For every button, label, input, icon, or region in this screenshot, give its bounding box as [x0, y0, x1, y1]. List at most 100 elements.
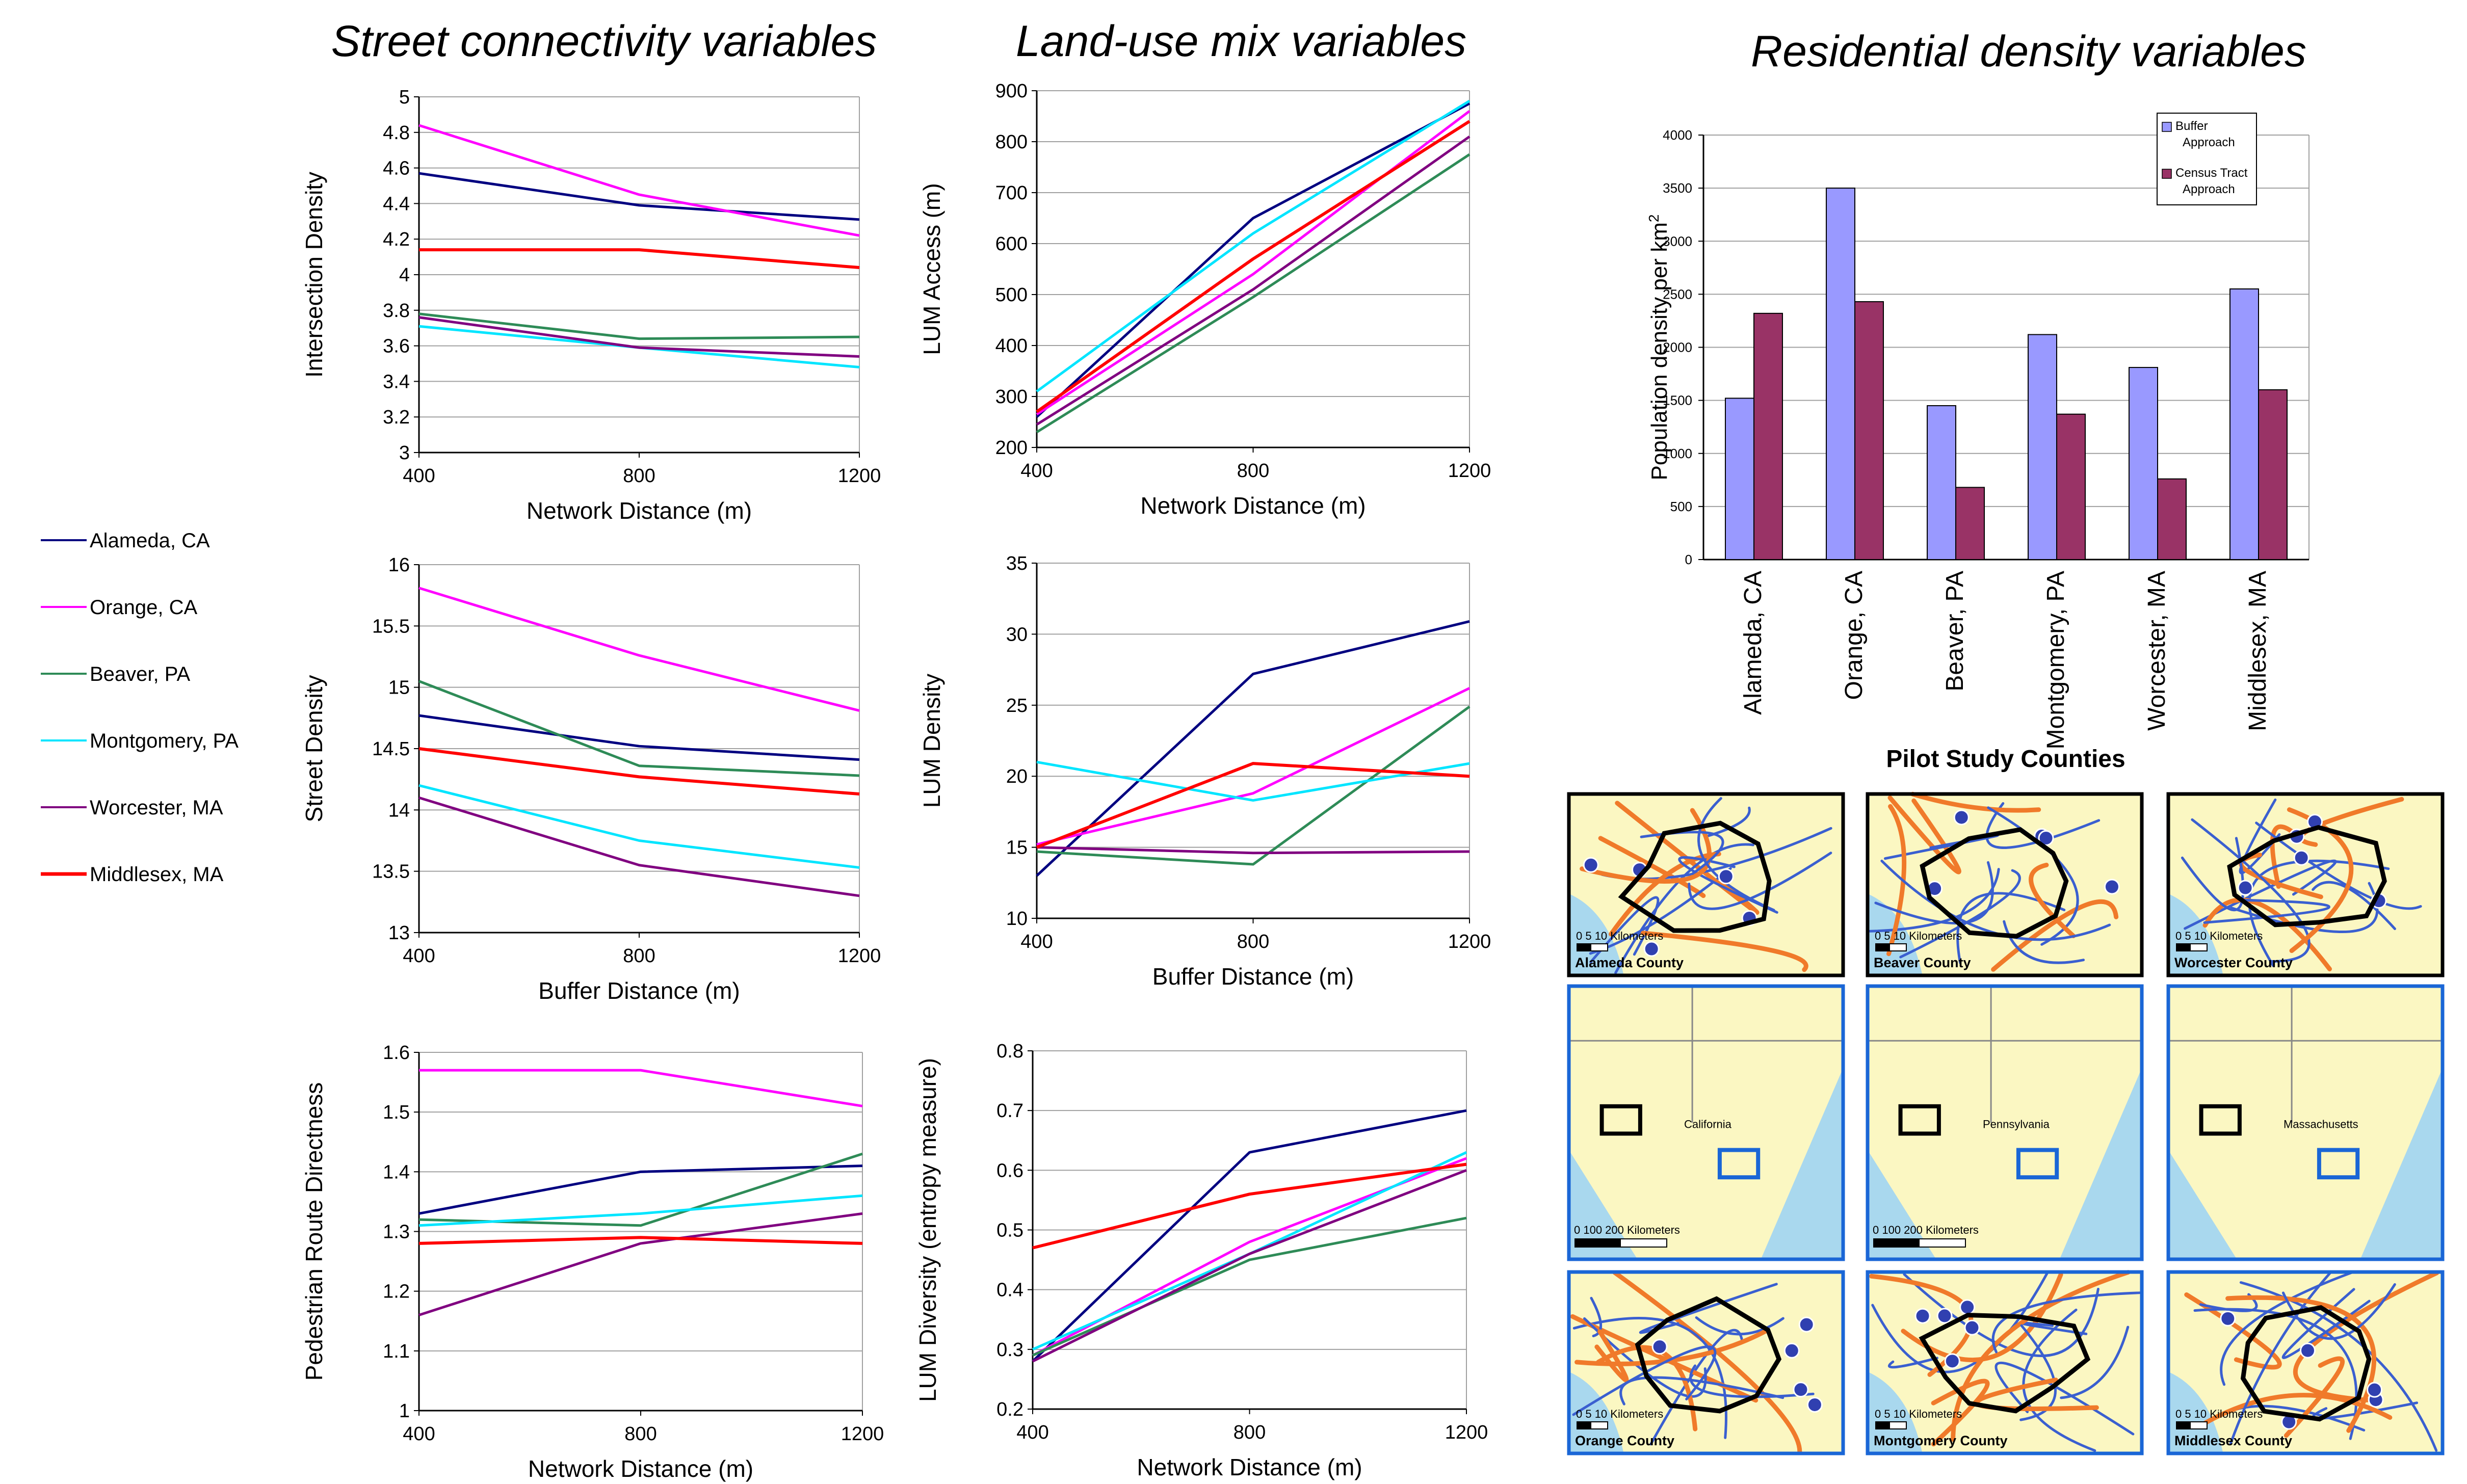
heading-pilot-study-counties: Pilot Study Counties [1886, 746, 2125, 773]
map-highway-shield [2220, 1310, 2236, 1327]
y-tick-label: 4.6 [383, 158, 410, 179]
series-line [419, 248, 860, 270]
y-axis-label-text: Population density per km [1647, 222, 1672, 480]
county-boundary [1618, 820, 1772, 933]
heading-street-connectivity: Street connectivity variables [331, 17, 877, 66]
map-road [2248, 859, 2390, 967]
bar-legend-label: Census Tract [2175, 166, 2248, 180]
x-tick-label: 800 [1237, 460, 1269, 482]
map-water [1569, 893, 1624, 975]
map-highway-shield [2237, 880, 2253, 896]
map-highway-shield [2293, 850, 2309, 866]
map-water [1569, 1150, 1638, 1259]
series-line [1036, 102, 1471, 418]
map-road [1994, 1361, 2135, 1436]
map-state-label: Pennsylvania [1983, 1118, 2050, 1131]
y-tick-label: 3.4 [383, 371, 410, 392]
county-boundary [2240, 1305, 2372, 1422]
bar-legend-box [2157, 113, 2257, 205]
map-road [2022, 1308, 2096, 1452]
map-road [2003, 920, 2085, 964]
x-tick-label: 400 [403, 1423, 435, 1445]
bar-legend-label: Approach [2183, 136, 2235, 149]
map-highway-shield [2300, 1342, 2316, 1359]
map-scale-label: 0 5 10 Kilometers [1576, 1408, 1663, 1420]
y-tick-label: 1 [399, 1400, 410, 1422]
bar [1927, 405, 1956, 560]
x-axis-label: Network Distance (m) [1140, 492, 1366, 519]
map-frame [2166, 984, 2445, 1261]
series-line [418, 587, 860, 712]
y-tick-label: 0.8 [996, 1041, 1023, 1062]
y-tick-label: 3.8 [383, 300, 410, 322]
y-tick-label: 1.4 [383, 1161, 410, 1183]
map-highway-shield [1718, 868, 1734, 885]
map-scale-label: 0 5 10 Kilometers [1875, 930, 1962, 942]
map-water [2168, 1371, 2223, 1453]
y-tick-label: 1.3 [383, 1222, 410, 1243]
x-tick-label: 400 [1020, 931, 1053, 952]
series-line [1036, 687, 1471, 846]
map-highway-shield [1651, 1339, 1668, 1355]
map-water [2168, 893, 2223, 975]
map-road [1612, 1270, 1802, 1455]
y-tick-label: 0.3 [996, 1339, 1023, 1361]
y-tick-label: 13 [388, 922, 410, 944]
map-road [1991, 1291, 2141, 1354]
map-road [2220, 1271, 2353, 1386]
map-road [1596, 1345, 1698, 1432]
residential-bar-chart: 0 500 1000 1500 2000 2500 3000 3500 4000 Alameda,… [1646, 113, 2309, 749]
map-road [2239, 1281, 2438, 1452]
map-state-label: California [1684, 1118, 1732, 1131]
map-panel: 0 5 10 Kilometers Beaver County [1866, 791, 2144, 977]
y-axis-label-superscript: 2 [1646, 215, 1662, 223]
x-axis-label: Network Distance (m) [528, 1455, 753, 1482]
series-line [418, 1164, 863, 1215]
map-scale-bar-fill [1577, 1422, 1591, 1429]
series-line [1036, 760, 1470, 802]
map-road [1572, 1317, 1727, 1439]
map-road [1985, 802, 2101, 849]
map-highway-shield [2038, 830, 2054, 846]
y-tick-label: 500 [1670, 499, 1692, 514]
map-water [1569, 1371, 1624, 1453]
bar [2056, 413, 2086, 560]
series-line [418, 784, 860, 869]
series-line [418, 312, 860, 340]
map-county-label: Middlesex County [2174, 1433, 2292, 1448]
map-road [2312, 881, 2396, 931]
map-road [2191, 818, 2311, 963]
y-tick-label: 16 [388, 554, 410, 576]
y-tick-label: 2000 [1663, 340, 1692, 355]
bar [2229, 288, 2259, 560]
map-water [2168, 1150, 2237, 1259]
map-county-label: Worcester County [2174, 955, 2293, 970]
y-tick-label: 700 [995, 182, 1028, 204]
legend-label: Orange, CA [90, 596, 198, 619]
map-highway-shield [1806, 1396, 1823, 1413]
y-tick-label: 14 [388, 800, 410, 821]
series-line [1032, 1169, 1467, 1363]
bar [2157, 478, 2187, 560]
map-panel: 0 5 10 Kilometers Middlesex County [2166, 1270, 2445, 1455]
map-frame [2166, 792, 2445, 977]
map-highway-shield [1643, 941, 1660, 957]
y-tick-label: 0.7 [996, 1100, 1023, 1122]
bar-legend-swatch [2162, 169, 2172, 179]
map-county-label: Orange County [1575, 1433, 1674, 1448]
map-road [1910, 791, 2041, 813]
series-line [1036, 110, 1471, 416]
series-line [418, 747, 860, 796]
map-road [2019, 1324, 2057, 1421]
x-category-label: Middlesex, MA [2244, 571, 2271, 731]
map-road [1887, 795, 1961, 874]
chart-pedestrian: 1 1.1 1.2 1.3 1.4 1.5 1.6 400 800 1200 Network Dis… [301, 1042, 884, 1482]
x-tick-label: 1200 [1448, 931, 1491, 952]
x-category-label: Beaver, PA [1941, 571, 1969, 692]
x-axis-label: Buffer Distance (m) [1152, 963, 1354, 990]
map-panel: 0 5 10 Kilometers Montgomery County [1866, 1270, 2144, 1455]
y-tick-label: 400 [995, 335, 1028, 357]
series-line [418, 1212, 863, 1316]
